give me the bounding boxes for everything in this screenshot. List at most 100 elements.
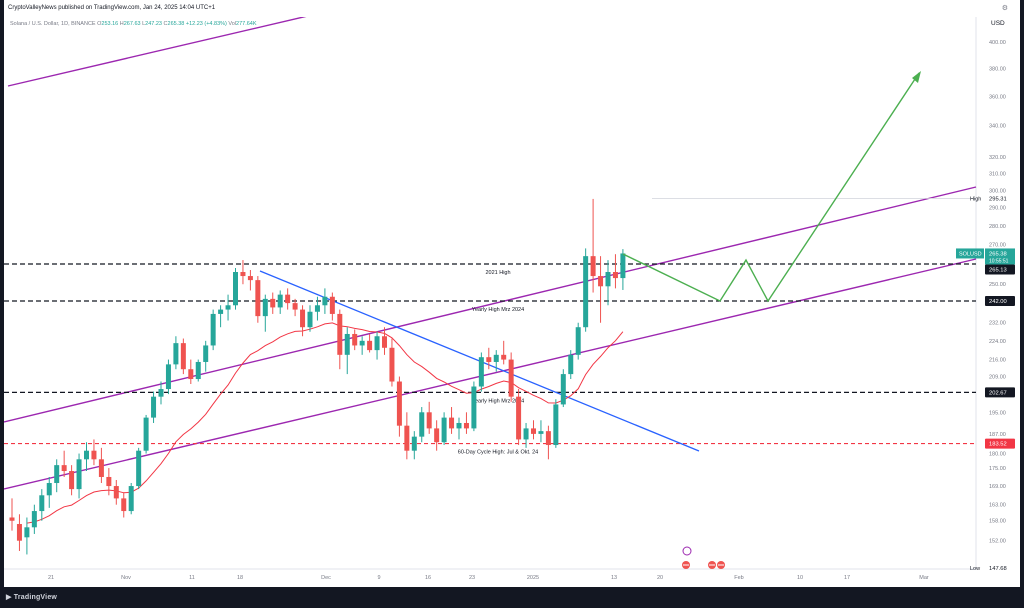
candle-body (39, 495, 45, 512)
candle-body (61, 465, 67, 472)
level-badge-4-bg (985, 438, 1015, 449)
candle-body (98, 459, 104, 477)
candle-body (434, 428, 440, 443)
level-badge-2: 242.00 (989, 299, 1007, 305)
candle-body (486, 357, 492, 362)
chart-header: CryptoValleyNews published on TradingVie… (4, 0, 1020, 17)
level-badge-1-bg (985, 264, 1015, 275)
candle-body (240, 272, 246, 277)
price-tick: 158.00 (989, 519, 1006, 525)
candle-body (337, 313, 343, 355)
date-tick: Mar (919, 575, 929, 581)
date-tick: 2025 (527, 575, 539, 581)
candle-body (531, 428, 536, 434)
candle-body (322, 296, 328, 306)
candle-body (210, 313, 216, 346)
legend-volume-label: Vol (228, 21, 236, 27)
candle-body (620, 253, 626, 279)
candle-body (382, 336, 387, 348)
candle-body (24, 527, 30, 538)
footer-bar: ▶ TradingView (0, 587, 1024, 608)
candle-body (359, 340, 365, 346)
candle-body (180, 343, 186, 370)
price-tick: 232.00 (989, 321, 1006, 327)
price-tick: 180.00 (989, 452, 1006, 458)
candle-body (225, 305, 231, 310)
date-tick: 9 (377, 575, 380, 581)
date-tick: Dec (321, 575, 331, 581)
legend-close: 265.38 (168, 21, 186, 27)
price-tick: 152.00 (989, 539, 1006, 545)
legend-high: 267.63 (124, 21, 142, 27)
level-caption: 2021 High (485, 270, 510, 276)
price-tick: 310.00 (989, 171, 1006, 177)
projection-path (622, 72, 920, 303)
candle-body (516, 396, 522, 440)
tradingview-logo: ▶ TradingView (6, 593, 57, 601)
candle-body (575, 327, 581, 355)
candle-body (143, 417, 149, 451)
candle-body (478, 357, 484, 387)
price-tick: 175.00 (989, 466, 1006, 472)
legend-open-label: O (97, 21, 102, 27)
date-tick: 17 (844, 575, 850, 581)
legend-symbol: Solana / U.S. Dollar, 1D, BINANCE (10, 21, 97, 27)
candle-body (314, 305, 320, 312)
candle-body (203, 345, 209, 362)
candle-body (128, 486, 134, 512)
candle-body (84, 450, 89, 460)
legend-low: 247.23 (145, 21, 163, 27)
candle-body (113, 486, 119, 499)
date-tick: 23 (469, 575, 475, 581)
gear-icon[interactable]: ⚙ (1001, 5, 1008, 12)
candle-body (16, 524, 22, 541)
candle-body (54, 465, 60, 484)
level-badge-1: 265.13 (989, 267, 1007, 273)
level-badge-2-bg (985, 295, 1015, 306)
price-tick: 169.00 (989, 484, 1006, 490)
candle-body (165, 364, 171, 390)
candle-body (508, 359, 514, 397)
candle-body (471, 386, 477, 429)
candle-body (560, 374, 566, 405)
candle-body (329, 296, 335, 314)
price-tick: 360.00 (989, 94, 1006, 100)
price-tick: 270.00 (989, 243, 1006, 249)
low-badge-bg (985, 563, 1015, 573)
price-tick: 224.00 (989, 339, 1006, 345)
candle-body (545, 431, 551, 446)
candle-body (456, 422, 462, 429)
channel-bottom-line (4, 258, 977, 490)
candle-body (262, 298, 268, 317)
candle-body (538, 431, 544, 434)
candle-body (553, 404, 559, 446)
candle-body (590, 256, 596, 277)
candle-body (419, 412, 425, 437)
price-tick: 280.00 (989, 224, 1006, 230)
channel-top-line (4, 186, 977, 423)
price-tick: 163.00 (989, 503, 1006, 509)
level-caption: Yearly High Mrz 2024 (472, 398, 524, 404)
candle-body (396, 381, 402, 426)
candle-body (46, 483, 52, 496)
legend-high-label: H (120, 21, 124, 27)
date-tick: Nov (121, 575, 131, 581)
high-badge: 295.31 (989, 196, 1007, 202)
projection-arrowhead (912, 71, 921, 83)
low-label: Low (970, 566, 980, 572)
candle-body (277, 294, 283, 308)
price-chart[interactable]: USD 400.00 380.00 360.00 340.00 320.00 310.00 3… (4, 17, 1020, 587)
candle-body (173, 343, 179, 365)
date-tick: 10 (797, 575, 803, 581)
date-tick: 20 (657, 575, 663, 581)
price-tick: 400.00 (989, 40, 1006, 46)
date-tick: 13 (611, 575, 617, 581)
publisher-line: CryptoValleyNews published on TradingVie… (8, 5, 216, 11)
date-tick: 11 (189, 575, 195, 581)
legend-open: 253.16 (101, 21, 119, 27)
candle-body (493, 354, 499, 362)
level-caption: 60-Day Cycle High: Jul & Okt. 24 (458, 450, 538, 456)
candle-body (612, 272, 618, 279)
countdown-badge: 10:55:51 (989, 258, 1009, 264)
event-icon-purple (682, 546, 692, 556)
